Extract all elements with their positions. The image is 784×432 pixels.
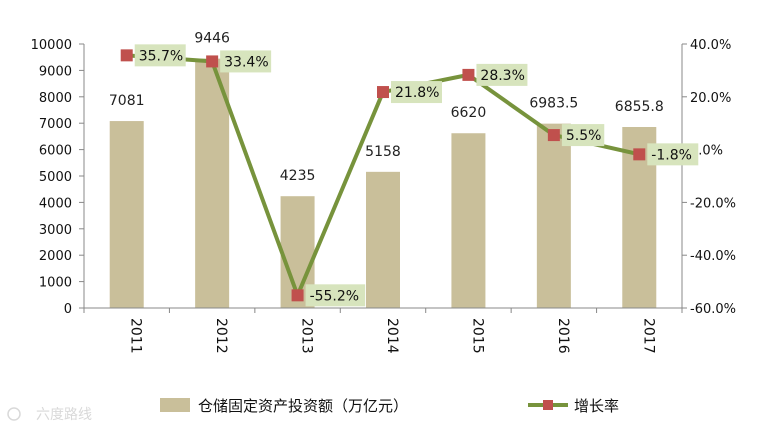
watermark: 六度路线 (7, 407, 92, 423)
rate-data-label: -1.8% (651, 147, 692, 163)
rate-data-label: -55.2% (310, 288, 360, 304)
bar-data-label: 4235 (280, 168, 316, 184)
left-tick-label: 2000 (39, 249, 72, 264)
right-tick-label: 40.0% (690, 38, 731, 53)
bar-labels-layer: 7081 9446 4235 5158 6620 6983.5 6855.8 (109, 31, 664, 185)
right-axis-ticks: -60.0%-40.0%-20.0%0.0%20.0%40.0% (682, 38, 736, 317)
x-tick-label: 2013 (299, 318, 315, 354)
legend-bar-label: 仓储固定资产投资额（万亿元） (198, 397, 408, 415)
x-tick-label: 2011 (128, 318, 144, 354)
x-tick-label: 2014 (384, 318, 400, 354)
left-tick-label: 10000 (31, 38, 72, 53)
x-tick-label: 2015 (469, 318, 485, 354)
rate-data-label: 5.5% (566, 128, 602, 144)
right-tick-label: 20.0% (690, 91, 731, 106)
legend-line-marker (543, 400, 553, 410)
right-tick-label: -60.0% (690, 302, 736, 317)
rate-label-background (220, 50, 272, 73)
growth-rate-marker (547, 129, 560, 142)
legend: 仓储固定资产投资额（万亿元） 增长率 (160, 397, 619, 415)
left-tick-label: 6000 (39, 144, 72, 159)
bars-layer (109, 58, 657, 309)
growth-rate-marker (120, 49, 133, 62)
line-layer (120, 49, 646, 302)
bar-data-label: 7081 (109, 93, 145, 109)
left-tick-label: 4000 (39, 196, 72, 211)
watermark-logo-icon (7, 407, 21, 421)
rate-data-label: 35.7% (139, 48, 183, 64)
growth-rate-marker (377, 86, 389, 99)
bar-data-label: 9446 (194, 31, 230, 47)
bar (366, 171, 400, 308)
bar (195, 58, 230, 309)
rate-label-background (647, 143, 699, 166)
right-tick-label: -40.0% (690, 249, 736, 264)
watermark-text: 六度路线 (36, 407, 92, 423)
left-tick-label: 3000 (39, 223, 72, 238)
rate-label-background (561, 124, 605, 147)
right-tick-label: -20.0% (690, 196, 736, 211)
rate-data-label: 28.3% (480, 68, 524, 84)
x-tick-label: 2016 (555, 318, 571, 354)
growth-rate-marker (291, 289, 304, 302)
x-tick-label: 2017 (640, 318, 656, 354)
rate-data-label: 21.8% (395, 85, 439, 101)
left-tick-label: 5000 (39, 170, 72, 185)
left-tick-label: 9000 (39, 64, 72, 79)
x-tick-label: 2012 (213, 318, 229, 354)
bar-data-label: 5158 (365, 144, 401, 160)
rate-label-background (134, 44, 186, 67)
rate-label-background (391, 81, 442, 104)
growth-rate-marker (206, 55, 219, 68)
left-tick-label: 1000 (39, 276, 72, 291)
left-axis-ticks: 0 1000 2000 3000 4000 5000 6000 7000 8000 9000 100… (31, 38, 84, 317)
bar (536, 123, 571, 309)
rate-label-background (305, 284, 366, 307)
left-tick-label: 8000 (39, 91, 72, 106)
growth-rate-marker (633, 148, 646, 161)
rate-label-background (476, 63, 528, 86)
bar (451, 133, 486, 308)
rate-labels-layer: 35.7% 33.4% -55.2% 21.8% 28.3% 5.5% -1.8% (134, 44, 699, 307)
growth-rate-marker (462, 68, 475, 81)
bar-data-label: 6983.5 (529, 96, 578, 112)
x-axis-ticks: 2011 2012 2013 2014 2015 2016 2017 (83, 308, 683, 354)
bar-data-label: 6855.8 (615, 99, 664, 115)
bar-data-label: 6620 (451, 105, 487, 121)
legend-line-label: 增长率 (574, 397, 619, 415)
rate-data-label: 33.4% (224, 54, 268, 70)
left-tick-label: 0 (64, 302, 72, 317)
bar (109, 121, 144, 308)
legend-bar-swatch (160, 398, 190, 412)
left-tick-label: 7000 (39, 117, 72, 132)
